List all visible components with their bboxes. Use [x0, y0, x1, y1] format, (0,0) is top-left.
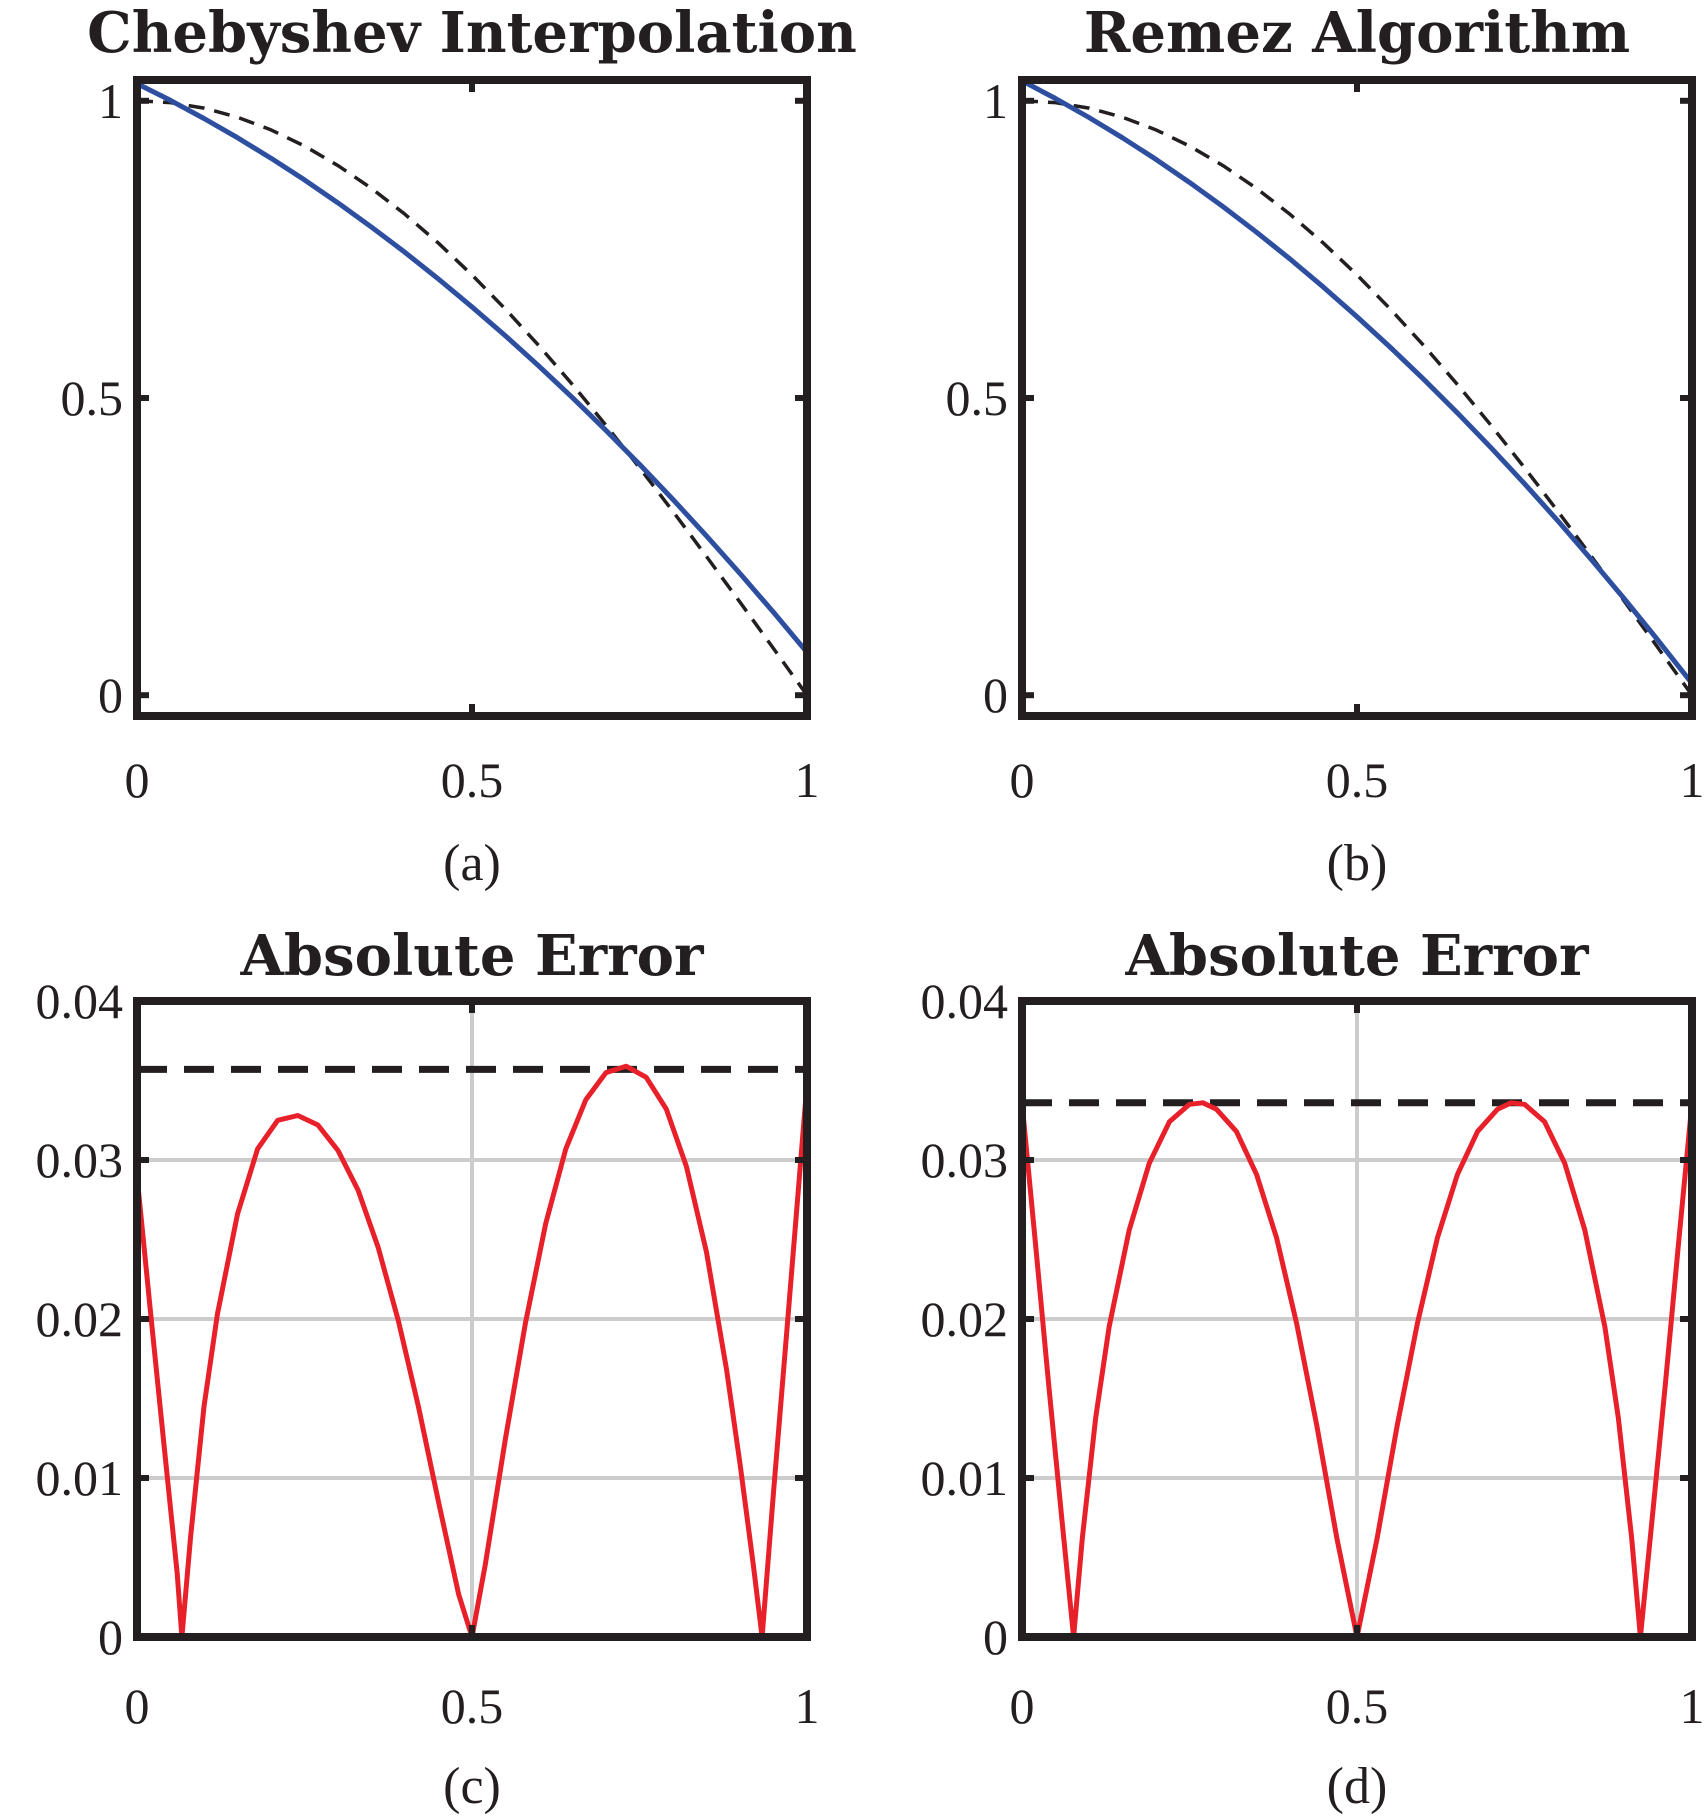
- x-tick-label: 0.5: [441, 752, 504, 808]
- chart-title: Absolute Error: [1124, 923, 1590, 989]
- chart-panel-d: 0 0.5 1 0 0.01 0.02 0.03 0.04 Absolute Error (d): [921, 923, 1705, 1815]
- chart-panel-a: 0 0.5 1 0 0.5 1 Chebyshev Interpolation (a): [61, 0, 857, 892]
- y-tick-label: 0: [98, 667, 123, 723]
- chart-panel-c: 0 0.5 1 0 0.01 0.02 0.03 0.04 Absolute Error (c): [36, 923, 820, 1815]
- y-tick-label: 0.04: [921, 973, 1009, 1029]
- y-tick-label: 0.01: [921, 1450, 1009, 1506]
- data-series-line-1: [134, 1063, 810, 1640]
- reference-dashed-line-0: [1021, 99, 1694, 697]
- chart-panel-b: 0 0.5 1 0 0.5 1 Remez Algorithm (b): [946, 0, 1705, 892]
- y-tick-label: 0.5: [946, 370, 1009, 426]
- y-tick-label: 1: [98, 73, 123, 129]
- y-tick-label: 0.03: [921, 1132, 1009, 1188]
- panel-caption: (a): [443, 835, 501, 892]
- chart-title: Chebyshev Interpolation: [87, 0, 857, 66]
- x-tick-label: 1: [795, 1678, 820, 1734]
- x-tick-label: 1: [795, 752, 820, 808]
- data-series-line-1: [134, 81, 810, 655]
- y-tick-label: 0.5: [61, 370, 124, 426]
- chart-title: Absolute Error: [239, 923, 705, 989]
- x-tick-label: 0.5: [1326, 1678, 1389, 1734]
- data-series-line-1: [1019, 78, 1695, 686]
- x-tick-label: 0.5: [441, 1678, 504, 1734]
- x-tick-label: 0: [125, 752, 150, 808]
- y-tick-label: 1: [983, 73, 1008, 129]
- reference-dashed-line-0: [136, 99, 809, 697]
- chart-title: Remez Algorithm: [1084, 0, 1630, 66]
- y-tick-label: 0.01: [36, 1450, 124, 1506]
- x-tick-label: 0: [1010, 752, 1035, 808]
- y-tick-label: 0: [983, 667, 1008, 723]
- y-tick-label: 0: [98, 1609, 123, 1665]
- y-tick-label: 0.02: [921, 1291, 1009, 1347]
- x-tick-label: 0.5: [1326, 752, 1389, 808]
- y-tick-label: 0.02: [36, 1291, 124, 1347]
- y-tick-label: 0.03: [36, 1132, 124, 1188]
- y-tick-label: 0.04: [36, 973, 124, 1029]
- x-tick-label: 0: [125, 1678, 150, 1734]
- y-tick-label: 0: [983, 1609, 1008, 1665]
- panel-caption: (b): [1327, 835, 1388, 892]
- x-tick-label: 1: [1680, 752, 1705, 808]
- panel-caption: (c): [443, 1758, 501, 1815]
- x-tick-label: 0: [1010, 1678, 1035, 1734]
- x-tick-label: 1: [1680, 1678, 1705, 1734]
- panel-caption: (d): [1327, 1758, 1388, 1815]
